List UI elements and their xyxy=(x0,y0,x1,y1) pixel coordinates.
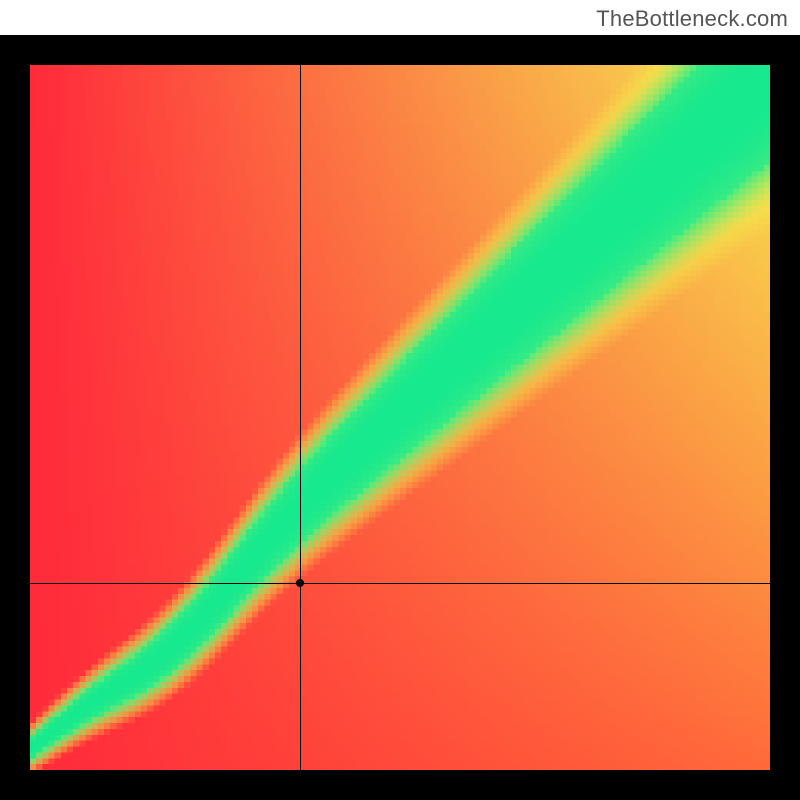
crosshair-horizontal xyxy=(30,583,770,584)
plot-frame xyxy=(0,35,800,800)
watermark-text: TheBottleneck.com xyxy=(596,6,788,32)
crosshair-marker xyxy=(296,579,304,587)
heatmap-canvas xyxy=(30,65,770,770)
crosshair-vertical xyxy=(300,65,301,770)
